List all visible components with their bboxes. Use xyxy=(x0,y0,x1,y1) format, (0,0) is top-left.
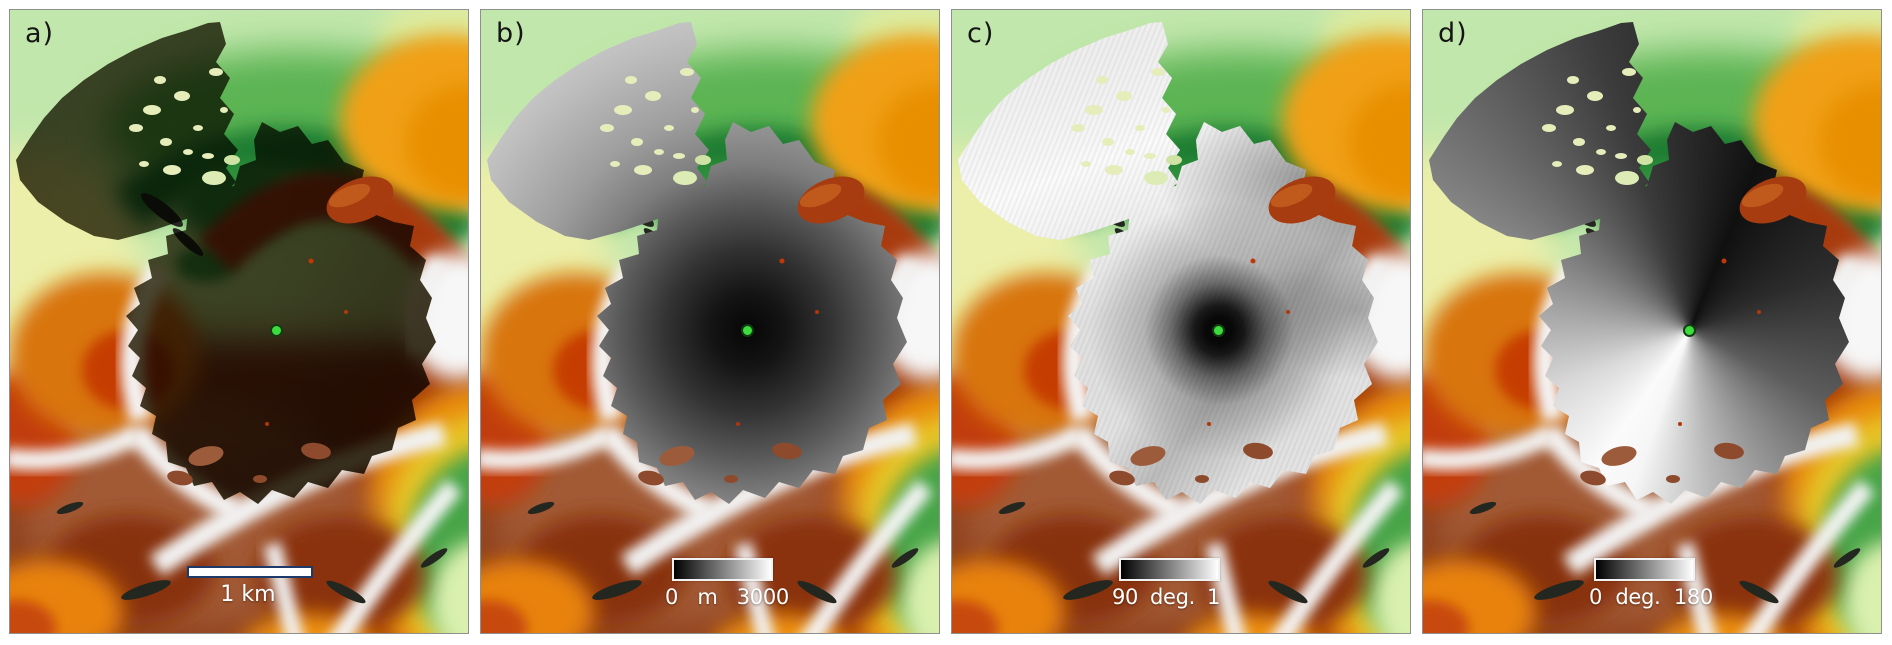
panel-label: c) xyxy=(967,18,995,49)
colorbar-min: 0 xyxy=(665,585,679,609)
observer-marker xyxy=(270,324,283,337)
scale-bar xyxy=(187,566,313,578)
colorbar-labels: 90 deg. 1 xyxy=(1112,585,1220,609)
colorbar-unit: m xyxy=(697,585,718,609)
colorbar-labels: 0 m 3000 xyxy=(665,585,789,609)
panel-c: c) 90 deg. 1 xyxy=(951,9,1411,634)
terrain-holes xyxy=(1071,68,1343,488)
colorbar-unit: deg. xyxy=(1150,585,1196,609)
colorbar-max: 3000 xyxy=(736,585,790,609)
panel-label: a) xyxy=(25,18,55,49)
panel-b: b) 0 m 3000 xyxy=(480,9,940,634)
colorbar xyxy=(672,558,773,581)
terrain-holes xyxy=(1542,68,1814,488)
colorbar-min: 0 xyxy=(1589,585,1603,609)
colorbar xyxy=(1119,558,1220,581)
colorbar-max: 1 xyxy=(1206,585,1220,609)
panel-a: a) 1 km xyxy=(9,9,469,634)
colorbar-max: 180 xyxy=(1673,585,1713,609)
panel-label: d) xyxy=(1438,18,1468,49)
colorbar-unit: deg. xyxy=(1615,585,1661,609)
colorbar xyxy=(1594,558,1695,581)
colorbar-min: 90 xyxy=(1112,585,1139,609)
panel-d: d) 0 deg. 180 xyxy=(1422,9,1882,634)
observer-marker xyxy=(1212,324,1225,337)
panel-label: b) xyxy=(496,18,526,49)
scale-bar-label: 1 km xyxy=(220,582,276,607)
observer-marker xyxy=(1683,324,1696,337)
observer-marker xyxy=(741,324,754,337)
colorbar-labels: 0 deg. 180 xyxy=(1589,585,1713,609)
terrain-holes xyxy=(129,68,401,488)
terrain-holes xyxy=(600,68,872,488)
